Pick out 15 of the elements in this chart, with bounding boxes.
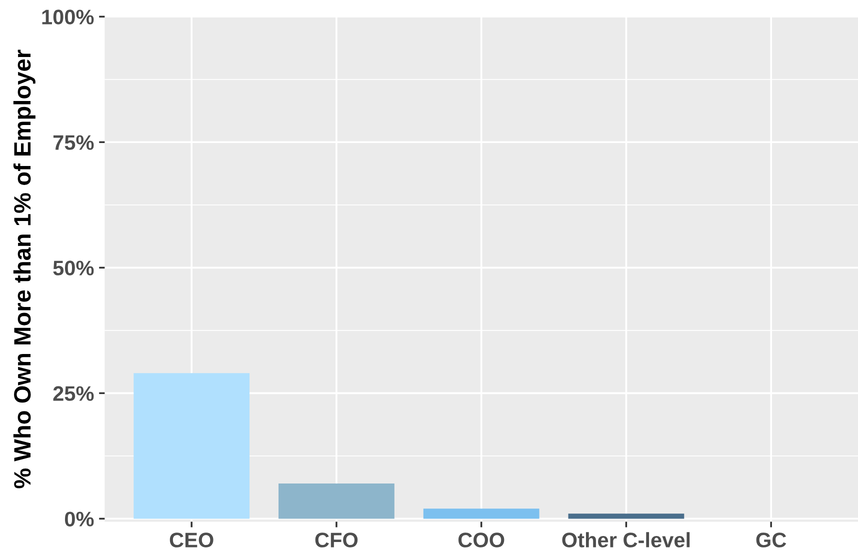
x-tick-label: CEO xyxy=(170,532,214,548)
bar xyxy=(423,508,540,519)
y-tick-label: 0% xyxy=(64,512,94,526)
x-tick-label: CFO xyxy=(315,532,358,548)
y-tick-label: 25% xyxy=(53,386,94,401)
y-tick-label: 50% xyxy=(53,260,94,276)
bar xyxy=(134,373,250,519)
x-tick-label: COO xyxy=(458,532,504,548)
x-tick-label: Other C-level xyxy=(562,532,690,548)
y-axis-title: % Who Own More than 1% of Employer xyxy=(13,50,36,488)
y-tick-label: 75% xyxy=(53,135,94,150)
x-tick-label: GC xyxy=(756,532,786,548)
bar xyxy=(568,514,684,519)
y-tick-label: 100% xyxy=(42,10,94,24)
bar xyxy=(278,484,394,519)
